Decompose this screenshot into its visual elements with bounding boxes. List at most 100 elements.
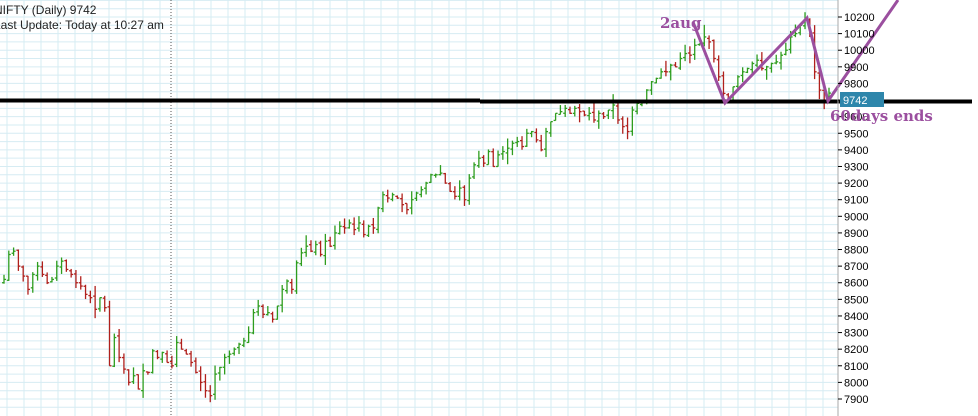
ohlc-bar-down [342, 218, 347, 234]
ohlc-bar-up [49, 276, 54, 283]
ohlc-bar-up [611, 94, 616, 120]
y-tick-label: 8500 [844, 294, 868, 306]
ohlc-bar-up [649, 81, 654, 95]
ohlc-bar-down [126, 369, 131, 386]
ohlc-bar-up [654, 77, 659, 84]
ohlc-bar-up [424, 181, 429, 195]
ohlc-bar-up [668, 63, 673, 81]
ohlc-bar-down [462, 185, 467, 206]
ohlc-bar-up [467, 174, 472, 205]
ohlc-bar-down [361, 220, 366, 238]
y-tick-label: 8400 [844, 311, 868, 323]
ohlc-bar-up [380, 191, 385, 213]
ohlc-bar-down [448, 181, 453, 193]
ohlc-bar-down [620, 116, 625, 134]
ohlc-bar-up [294, 260, 299, 294]
ohlc-bar-down [117, 328, 122, 363]
y-tick-label: 9800 [844, 78, 868, 90]
y-tick-label: 8800 [844, 245, 868, 257]
ohlc-bar-up [280, 284, 285, 313]
ohlc-bar-up [548, 120, 553, 137]
ohlc-bar-down [184, 348, 189, 355]
ohlc-bar-down [198, 366, 203, 392]
ohlc-bar-up [630, 106, 635, 136]
ohlc-bar-up [414, 191, 419, 201]
y-tick-label: 8200 [844, 344, 868, 356]
ohlc-bar-up [433, 173, 438, 178]
ohlc-bar-up [213, 365, 218, 400]
ohlc-bar-up [241, 337, 246, 348]
ohlc-bar-up [783, 42, 788, 56]
chart-title: NIFTY (Daily) 9742 [0, 3, 97, 17]
ohlc-bar-down [615, 101, 620, 124]
ohlc-bar-down [169, 355, 174, 369]
ohlc-bar-down [308, 240, 313, 253]
ohlc-bar-up [750, 61, 755, 74]
ohlc-bar-up [256, 299, 261, 316]
ohlc-bar-up [217, 366, 222, 381]
ohlc-bar-up [246, 326, 251, 344]
y-tick-label: 8100 [844, 361, 868, 373]
ohlc-bar-down [404, 202, 409, 215]
y-tick-label: 9400 [844, 145, 868, 157]
ohlc-bar-up [774, 54, 779, 65]
ohlc-bar-up [112, 333, 117, 368]
ohlc-bar-up [227, 350, 232, 364]
ohlc-bar-up [11, 247, 16, 256]
ohlc-bar-up [683, 44, 688, 62]
ohlc-bar-up [251, 308, 256, 335]
y-tick-label: 8300 [844, 328, 868, 340]
ohlc-bar-up [572, 105, 577, 117]
y-tick-label: 8000 [844, 377, 868, 389]
ohlc-bar-down [189, 350, 194, 367]
ohlc-bar-up [160, 351, 165, 363]
ohlc-bar-up [54, 260, 59, 281]
ohlc-bar-down [534, 128, 539, 143]
y-tick-label: 10000 [844, 45, 875, 57]
ohlc-bar-down [21, 265, 26, 282]
ohlc-bar-down [328, 236, 333, 248]
ohlc-bar-up [558, 105, 563, 116]
ohlc-bar-down [601, 112, 606, 119]
ohlc-bar-down [567, 106, 572, 114]
ohlc-bar-down [83, 284, 88, 300]
ohlc-bar-up [376, 206, 381, 234]
y-tick-label: 9500 [844, 128, 868, 140]
ohlc-bar-up [313, 240, 318, 256]
ohlc-bar-up [476, 150, 481, 168]
ohlc-bar-down [93, 285, 98, 319]
ohlc-bar-down [25, 275, 30, 295]
ohlc-bar-up [332, 225, 337, 250]
y-axis: 7900 8000 8100 8200 8300 8400 8500 8600 8700 8800… [838, 12, 875, 406]
y-tick-label: 10200 [844, 12, 875, 24]
y-tick-label: 9000 [844, 211, 868, 223]
ohlc-bar-down [491, 148, 496, 168]
ohlc-bar-up [323, 233, 328, 265]
ohlc-bar-up [735, 75, 740, 89]
ohlc-bar-down [591, 101, 596, 123]
ohlc-bar-up [486, 149, 491, 166]
ohlc-bar-down [673, 62, 678, 68]
ohlc-bar-down [395, 195, 400, 199]
ohlc-bar-down [385, 189, 390, 203]
ohlc-bar-up [265, 306, 270, 316]
ohlc-bar-up [745, 67, 750, 74]
y-tick-label: 8600 [844, 278, 868, 290]
y-tick-label: 9200 [844, 178, 868, 190]
ohlc-bar-up [524, 128, 529, 147]
ohlc-bar-up [35, 261, 40, 281]
ohlc-bar-up [472, 162, 477, 180]
ohlc-bar-down [102, 295, 107, 312]
ohlc-bar-down [707, 35, 712, 50]
ohlc-bar-down [371, 217, 376, 234]
ohlc-bar-up [428, 173, 433, 184]
ohlc-bar-up [304, 235, 309, 257]
ohlc-bar-down [443, 172, 448, 184]
y-tick-label: 9100 [844, 195, 868, 207]
ohlc-bar-up [30, 272, 35, 293]
ohlc-bar-up [606, 109, 611, 120]
ohlc-bar-up [764, 65, 769, 80]
ohlc-bar-up [6, 250, 11, 281]
ohlc-bar-down [687, 46, 692, 64]
